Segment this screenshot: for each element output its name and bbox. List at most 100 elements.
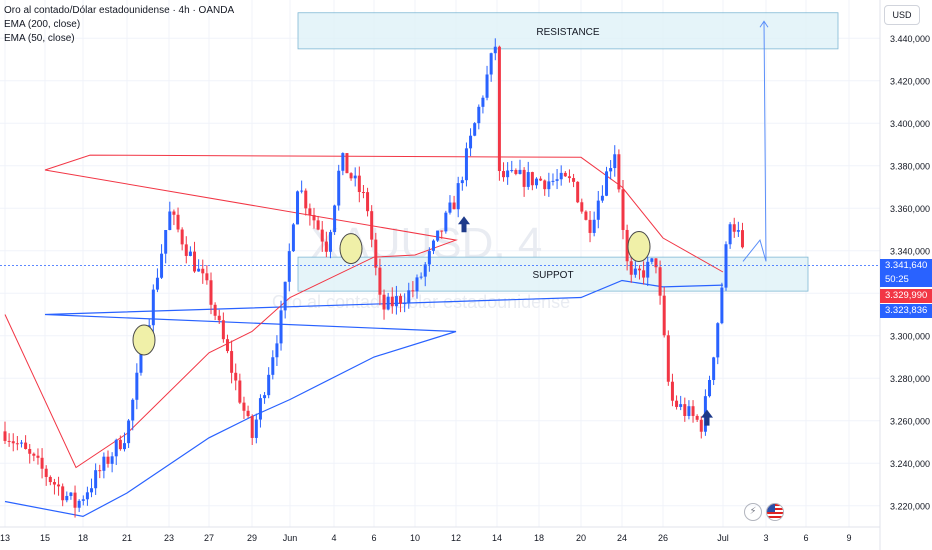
candle-body	[399, 296, 403, 304]
candle-body	[407, 290, 411, 304]
candle-body	[683, 404, 687, 416]
candle-body	[588, 219, 592, 233]
candle-body	[493, 46, 497, 54]
time-tick-label: 6	[803, 533, 808, 543]
ema200-line	[4, 279, 724, 518]
projection-path	[742, 21, 767, 262]
price-tick-label: 3.440,000	[890, 34, 930, 44]
candle-body	[36, 455, 40, 458]
candle-body	[497, 46, 501, 172]
candle-body	[131, 399, 135, 421]
candle-body	[621, 189, 625, 230]
candle-body	[193, 251, 197, 272]
candle-body	[19, 442, 23, 444]
candle-body	[258, 398, 262, 420]
ema50-line	[4, 154, 724, 469]
candle-body	[61, 486, 65, 501]
legend-symbol[interactable]: Oro al contado/Dólar estadounidense · 4h…	[4, 5, 235, 16]
candle-body	[320, 229, 324, 242]
candle-body	[469, 135, 473, 149]
candle-body	[164, 230, 168, 254]
zone-label: SUPPOT	[532, 270, 573, 281]
candle-body	[52, 482, 56, 485]
candle-body	[304, 190, 308, 209]
zone-resistance	[297, 12, 839, 50]
candle-body	[172, 211, 176, 215]
candle-body	[625, 229, 629, 262]
candle-body	[209, 280, 213, 305]
candle-body	[675, 400, 679, 407]
candle-body	[699, 419, 703, 432]
candle-body	[629, 261, 633, 275]
candle-body	[283, 281, 287, 311]
candle-body	[514, 170, 518, 174]
candle-body	[296, 191, 300, 225]
candle-body	[567, 176, 571, 179]
legend-ema200[interactable]: EMA (200, close)	[4, 19, 81, 30]
candle-body	[534, 178, 538, 186]
legend-ema50[interactable]: EMA (50, close)	[4, 33, 75, 44]
candle-body	[94, 470, 98, 489]
candle-body	[394, 296, 398, 307]
zones: RESISTANCE SUPPOT	[297, 12, 839, 292]
candle-body	[374, 239, 378, 268]
currency-button[interactable]: USD	[884, 5, 920, 25]
candle-body	[110, 456, 114, 464]
candle-body	[328, 232, 332, 252]
candle-body	[279, 310, 283, 344]
candle-body	[646, 261, 650, 278]
candle-body	[188, 251, 192, 256]
candle-body	[139, 350, 143, 373]
candle-body	[670, 381, 674, 401]
time-tick-label: 26	[658, 533, 668, 543]
price-tick-label: 3.340,000	[890, 246, 930, 256]
time-axis[interactable]: 13 15 18 21 23 27 29 Jun 4 6 10 12 14 18 20 24 26 Jul 3 6 9	[0, 533, 852, 543]
time-tick-label: Jun	[283, 533, 298, 543]
candle-body	[337, 170, 341, 206]
candle-body	[217, 315, 221, 321]
candle-body	[423, 264, 427, 277]
time-tick-label: 24	[617, 533, 627, 543]
candle-body	[32, 453, 36, 456]
candle-body	[666, 335, 670, 382]
candle-body	[300, 190, 304, 192]
time-tick-label: 18	[534, 533, 544, 543]
candle-body	[613, 154, 617, 169]
candle-body	[69, 492, 73, 496]
candle-body	[642, 270, 646, 278]
candle-body	[382, 294, 386, 310]
candle-body	[151, 289, 155, 326]
candle-body	[11, 441, 15, 444]
projection-arrowhead	[759, 20, 769, 28]
candle-body	[654, 258, 658, 268]
candle-body	[40, 457, 44, 469]
candle-body	[477, 106, 481, 124]
candle-body	[732, 224, 736, 232]
candle-body	[221, 320, 225, 340]
candle-body	[353, 175, 357, 179]
time-tick-label: 21	[122, 533, 132, 543]
candle-body	[716, 323, 720, 358]
candle-body	[506, 170, 510, 178]
candle-body	[378, 267, 382, 295]
candle-body	[225, 339, 229, 352]
us-flag-icon[interactable]	[766, 503, 784, 521]
time-tick-label: 15	[40, 533, 50, 543]
candle-body	[370, 211, 374, 240]
candle-body	[724, 244, 728, 288]
price-tick-label: 3.400,000	[890, 119, 930, 129]
candle-body	[357, 175, 361, 193]
lightning-icon[interactable]: ⚡	[744, 503, 762, 521]
candle-body	[530, 172, 534, 186]
candle-body	[48, 476, 52, 483]
candle-body	[539, 178, 543, 181]
candle-body	[415, 277, 419, 292]
price-tick-label: 3.360,000	[890, 204, 930, 214]
time-tick-label: Jul	[717, 533, 729, 543]
candle-body	[518, 169, 522, 174]
candle-body	[341, 153, 345, 171]
price-tick-label: 3.280,000	[890, 374, 930, 384]
time-tick-label: 10	[410, 533, 420, 543]
candle-body	[122, 443, 126, 450]
